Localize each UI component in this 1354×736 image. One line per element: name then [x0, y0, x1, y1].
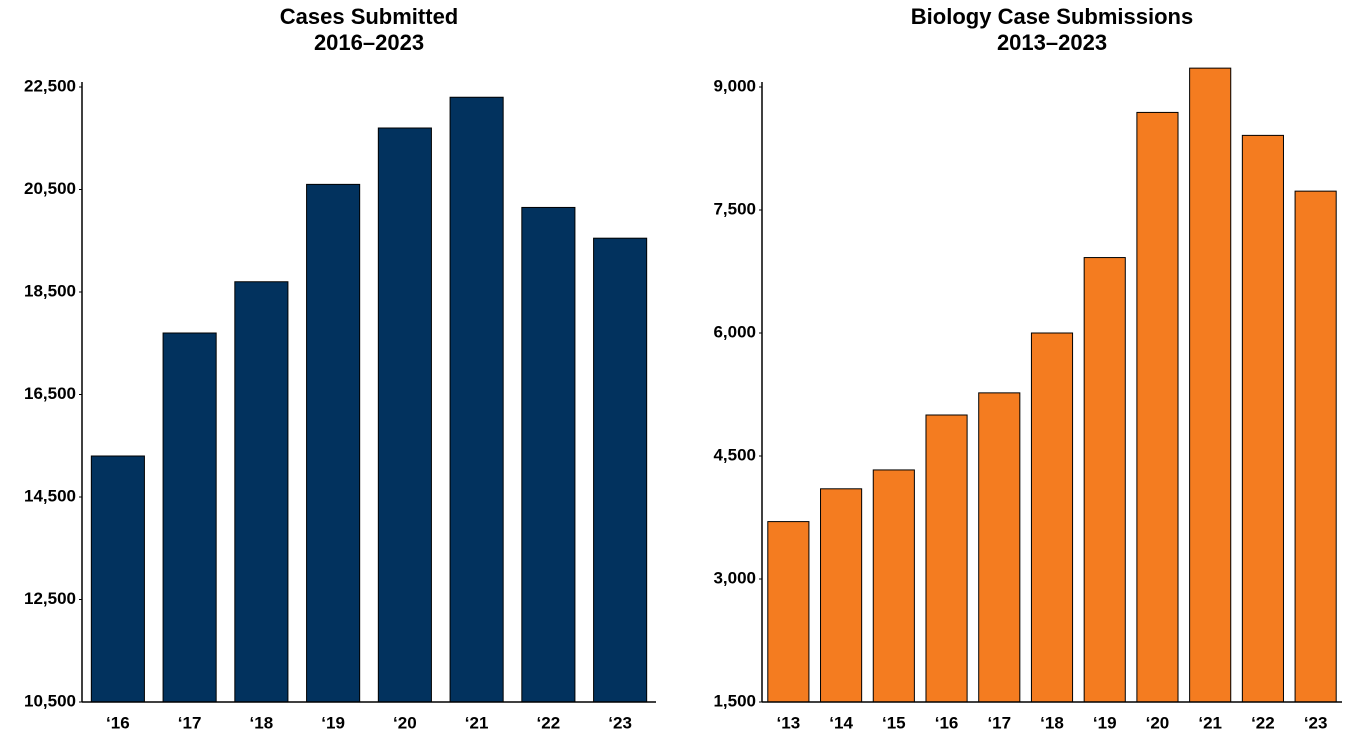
x-tick-label: ‘21	[1198, 713, 1222, 732]
bar	[978, 392, 1021, 703]
y-tick-label: 22,500	[24, 76, 76, 95]
x-tick-label: ‘17	[178, 713, 202, 732]
x-tick-label: ‘22	[1251, 713, 1275, 732]
bar	[162, 332, 217, 703]
y-tick-label: 20,500	[24, 179, 76, 198]
chart-subtitle: 2013–2023	[997, 30, 1107, 55]
bar	[234, 281, 289, 703]
y-tick-label: 16,500	[24, 384, 76, 403]
bar	[925, 414, 968, 703]
y-tick-label: 10,500	[24, 691, 76, 710]
x-tick-label: ‘22	[537, 713, 561, 732]
bar	[1136, 111, 1179, 703]
x-tick-label: ‘18	[250, 713, 274, 732]
x-tick-label: ‘15	[882, 713, 906, 732]
y-tick-label: 6,000	[713, 322, 756, 341]
x-tick-label: ‘16	[106, 713, 130, 732]
bar	[1294, 190, 1337, 703]
bar	[306, 183, 361, 703]
x-tick-label: ‘19	[321, 713, 345, 732]
y-tick-label: 9,000	[713, 76, 756, 95]
x-tick-label: ‘14	[829, 713, 853, 732]
y-tick-label: 18,500	[24, 281, 76, 300]
y-tick-label: 14,500	[24, 486, 76, 505]
bar	[449, 96, 504, 703]
bar	[1030, 332, 1074, 703]
chart-subtitle: 2016–2023	[314, 30, 424, 55]
x-tick-label: ‘16	[935, 713, 959, 732]
x-tick-label: ‘20	[1146, 713, 1170, 732]
y-tick-label: 3,000	[713, 568, 756, 587]
bar	[593, 237, 648, 703]
x-tick-label: ‘23	[608, 713, 632, 732]
bar	[1241, 134, 1284, 703]
x-tick-label: ‘19	[1093, 713, 1117, 732]
x-tick-label: ‘21	[465, 713, 489, 732]
x-tick-label: ‘20	[393, 713, 417, 732]
y-tick-label: 1,500	[713, 691, 756, 710]
bar	[872, 469, 915, 703]
x-tick-label: ‘18	[1040, 713, 1064, 732]
y-tick-label: 4,500	[713, 445, 756, 464]
y-tick-label: 7,500	[713, 199, 756, 218]
bar	[377, 127, 432, 703]
bar	[90, 455, 145, 703]
chart-title: Cases Submitted	[280, 4, 459, 29]
y-tick-label: 12,500	[24, 589, 76, 608]
bar	[521, 206, 576, 703]
bar	[1189, 67, 1232, 703]
chart-title: Biology Case Submissions	[911, 4, 1193, 29]
bar	[1083, 257, 1126, 703]
x-tick-label: ‘23	[1304, 713, 1328, 732]
bar	[767, 521, 810, 703]
bar	[820, 488, 863, 703]
x-tick-label: ‘17	[987, 713, 1011, 732]
x-tick-label: ‘13	[777, 713, 801, 732]
